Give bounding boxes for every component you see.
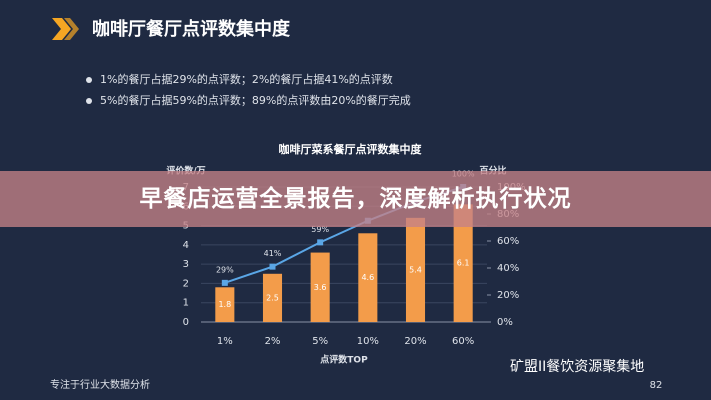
x-tick-label: 5% [312,336,328,347]
line-value-label: 59% [311,225,329,234]
watermark: 矿盟II餐饮资源聚集地 [510,358,644,375]
line-value-label: 29% [216,265,234,274]
bar-value-label: 6.1 [457,259,470,268]
footer-note: 专注于行业大数据分析 [50,378,150,391]
bar-value-label: 4.6 [361,273,374,282]
y-tick-label: 2 [183,278,189,289]
x-tick-label: 2% [265,336,281,347]
bullet: 5%的餐厅占据59%的点评数；89%的点评数由20%的餐厅完成 [100,93,411,107]
y2-tick-label: 60% [497,236,519,247]
y-tick-label: 0 [183,317,189,328]
bar [215,287,235,322]
x-axis-title: 点评数TOP [320,354,368,366]
bullet-dot [86,98,92,104]
chart-title: 咖啡厅菜系餐厅点评数集中度 [279,142,423,156]
line-marker [317,239,324,246]
x-tick-label: 1% [217,336,233,347]
line-marker [269,263,276,270]
bullet-dot [86,77,92,83]
header-icon [64,18,79,40]
bullet: 1%的餐厅占据29%的点评数；2%的餐厅占据41%的点评数 [100,72,393,86]
banner: 早餐店运营全景报告，深度解析执行状况 [0,171,711,227]
bar [453,204,473,322]
x-tick-label: 60% [452,336,474,347]
y2-tick-label: 40% [497,263,519,274]
bar-value-label: 1.8 [218,300,231,309]
header-title: 咖啡厅餐厅点评数集中度 [92,18,291,40]
y-tick-label: 4 [183,240,189,251]
bar-value-label: 2.5 [266,293,279,302]
line-marker [221,279,228,286]
line-value-label: 41% [264,249,282,258]
page-number: 82 [650,380,663,391]
y-tick-label: 3 [183,259,189,270]
bar [262,273,283,322]
bar [310,252,330,322]
header-icon [52,18,71,40]
bar [405,217,426,322]
bar [358,233,378,322]
x-tick-label: 10% [357,336,379,347]
y2-tick-label: 0% [497,317,513,328]
y-tick-label: 1 [183,298,189,309]
bar-value-label: 3.6 [314,283,327,292]
y2-tick-label: 20% [497,290,519,301]
bar-value-label: 5.4 [409,265,422,274]
x-tick-label: 20% [404,336,426,347]
